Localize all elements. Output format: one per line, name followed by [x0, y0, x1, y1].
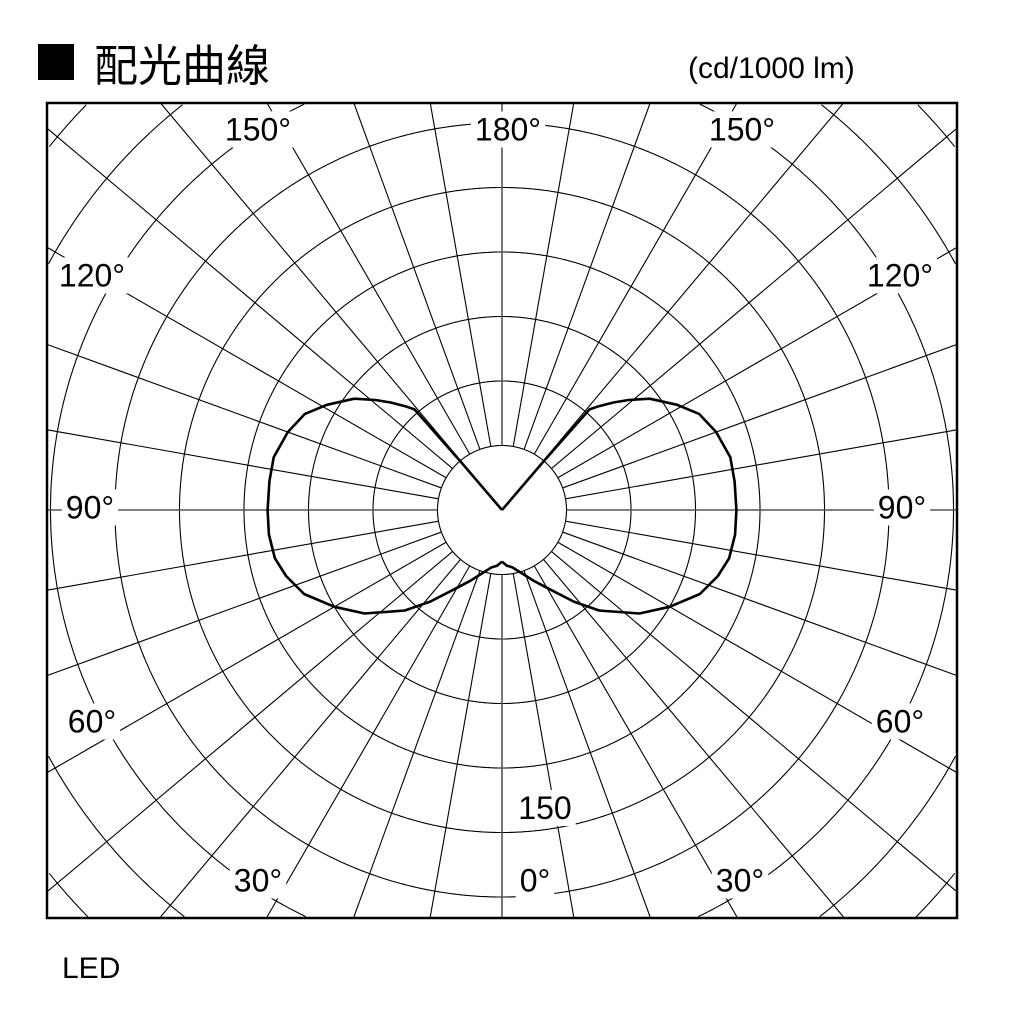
grid-spoke: [47, 531, 442, 676]
label-layer: 0° 30° 30° 60° 60° 90° 90° 120° 120° 150° 150° 180°…: [54, 111, 938, 899]
unit-label: (cd/1000 lm): [688, 52, 855, 85]
angle-label-30-right-text: 30°: [716, 862, 764, 898]
grid-spoke: [551, 128, 957, 469]
angle-label-60: 60°: [63, 703, 121, 740]
chart-title-text: 配光曲線: [94, 42, 270, 91]
angle-label-90-bg: [61, 489, 119, 526]
angle-label-150-right-text: 150°: [709, 111, 775, 147]
grid-spoke: [267, 103, 471, 455]
angle-label-90-right-text: 90°: [878, 489, 926, 525]
grid-spoke: [512, 573, 575, 918]
angle-label-150-right: 150°: [704, 111, 780, 148]
grid-spoke: [429, 103, 492, 447]
angle-label-150: 150°: [220, 111, 296, 148]
angle-label-30-right-bg: [711, 862, 769, 899]
grid-spoke: [565, 520, 957, 591]
grid-spoke: [533, 565, 738, 918]
angle-label-150-text: 150°: [225, 111, 291, 147]
radial-tick-label-text: 150: [518, 790, 571, 826]
plot-frame: [45, 101, 959, 920]
grid-spoke: [266, 565, 471, 918]
grid-spoke: [562, 344, 957, 489]
series-curve-right: [501, 397, 738, 615]
angle-label-180-bg: [470, 111, 546, 148]
polar-grid: [47, 103, 957, 918]
grid-spoke: [160, 103, 461, 461]
angle-label-150-right-bg: [704, 111, 780, 148]
grid-spoke: [543, 103, 844, 461]
angle-label-120-bg: [54, 257, 130, 294]
legend-label: LED: [62, 952, 121, 985]
angle-label-120-right: 120°: [862, 257, 938, 294]
grid-spoke: [429, 573, 492, 918]
angle-label-30-bg: [229, 862, 287, 899]
angle-label-0-bg: [515, 862, 555, 899]
radial-tick-label-bg: [514, 789, 576, 826]
grid-spoke: [512, 103, 575, 447]
series-curve-left: [266, 397, 503, 615]
angle-label-150-bg: [220, 111, 296, 148]
grid-spoke: [562, 531, 957, 676]
grid-spoke: [47, 344, 442, 489]
angle-label-60-right-text: 60°: [876, 703, 924, 739]
grid-spoke: [533, 103, 737, 455]
angle-label-120: 120°: [54, 257, 130, 294]
grid-ring: [48, 104, 956, 918]
angle-label-30-text: 30°: [234, 862, 282, 898]
grid-ring: [48, 104, 956, 918]
angle-label-0-text: 0°: [520, 862, 551, 898]
square-bullet-icon: [38, 44, 74, 80]
angle-label-120-text: 120°: [59, 257, 125, 293]
angle-label-120-right-text: 120°: [867, 257, 933, 293]
angle-label-60-right-bg: [871, 703, 929, 740]
angle-label-120-right-bg: [862, 257, 938, 294]
angle-label-30: 30°: [229, 862, 287, 899]
grid-spoke: [565, 429, 957, 500]
grid-spoke: [160, 559, 461, 918]
grid-spoke: [47, 429, 439, 500]
angle-label-90-right-bg: [873, 489, 931, 526]
angle-label-30-right: 30°: [711, 862, 769, 899]
angle-label-90-right: 90°: [873, 489, 931, 526]
grid-spoke: [47, 128, 453, 469]
grid-spoke: [523, 103, 651, 450]
grid-spoke: [353, 570, 481, 918]
grid-spoke: [551, 551, 957, 892]
grid-spoke: [523, 570, 651, 918]
angle-label-60-right: 60°: [871, 703, 929, 740]
angle-label-180: 180°: [470, 111, 546, 148]
grid-spoke: [47, 551, 453, 892]
radial-tick-label: 150: [514, 789, 576, 826]
angle-label-90: 90°: [61, 489, 119, 526]
angle-label-180-text: 180°: [475, 111, 541, 147]
angle-label-60-text: 60°: [68, 703, 116, 739]
curve-layer: [266, 397, 738, 615]
angle-label-0: 0°: [515, 862, 555, 899]
grid-spoke: [47, 520, 439, 591]
grid-spoke: [543, 559, 844, 918]
chart-title: 配光曲線: [38, 30, 270, 94]
grid-spoke: [353, 103, 481, 450]
angle-label-60-bg: [63, 703, 121, 740]
angle-label-90-text: 90°: [66, 489, 114, 525]
